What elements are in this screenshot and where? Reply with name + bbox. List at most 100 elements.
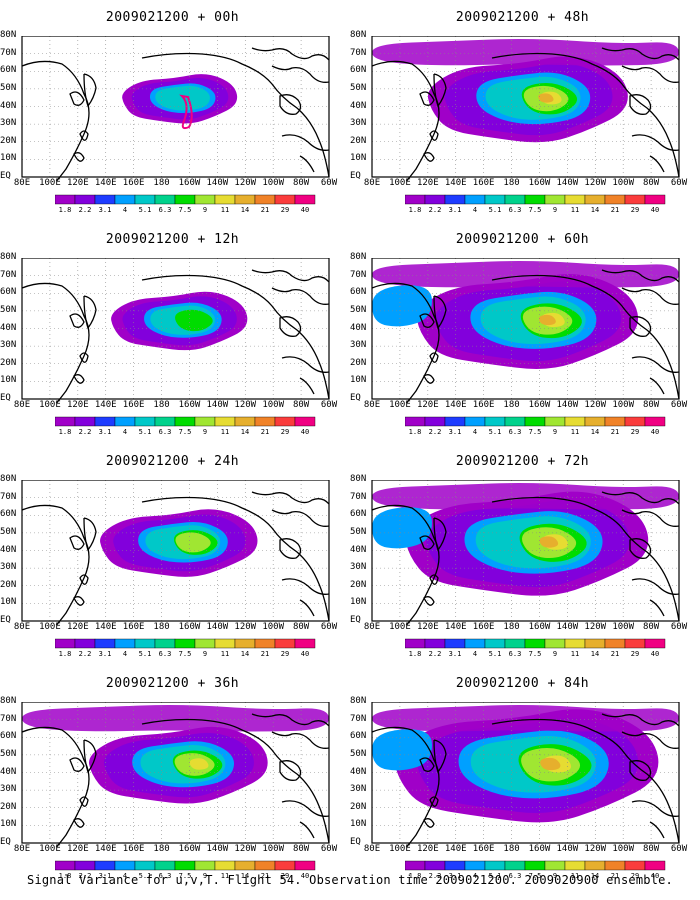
coastline (631, 578, 680, 595)
colorbar-label: 2.2 (428, 206, 442, 214)
colorbar-swatch (584, 638, 606, 649)
coastline (21, 282, 90, 403)
latitude-label: 80N (0, 252, 17, 262)
longitude-label: 120W (584, 400, 607, 410)
longitude-label: 180 (503, 400, 520, 410)
colorbar-label: 4 (122, 428, 128, 436)
coastline (419, 313, 435, 328)
colorbar-swatch (624, 194, 646, 205)
colorbar-label: 9 (202, 650, 208, 658)
colorbar-label: 7.5 (178, 872, 192, 880)
longitude-label: 140E (94, 844, 117, 854)
colorbar-label: 1.8 (408, 872, 422, 880)
longitude-label: 120E (66, 844, 89, 854)
coastline (621, 509, 680, 527)
colorbar-label: 4 (472, 872, 478, 880)
longitude-label: 140E (94, 622, 117, 632)
colorbar-swatch (624, 860, 646, 871)
longitude-label: 120W (234, 400, 257, 410)
longitude-label: 100W (612, 178, 635, 188)
map-frame (371, 480, 680, 622)
longitude-label: 120W (234, 178, 257, 188)
longitude-label: 100W (612, 622, 635, 632)
latitude-label: 60N (350, 65, 367, 76)
colorbar-swatch (294, 416, 316, 427)
latitude-label: 70N (350, 491, 367, 502)
longitude-label: 60W (320, 844, 338, 854)
longitude-label: 180 (503, 622, 520, 632)
colorbar-label: 40 (650, 872, 660, 880)
longitude-label: 160W (528, 178, 551, 188)
coastline (299, 821, 315, 839)
map-frame (21, 480, 330, 622)
longitude-label: 140E (444, 844, 467, 854)
latitude-label: 10N (350, 375, 367, 386)
colorbar-label: 9 (202, 428, 208, 436)
colorbar-label: 21 (260, 428, 270, 436)
colorbar-swatch (424, 860, 446, 871)
colorbar-label: 40 (650, 206, 660, 214)
panel-title: 2009021200 + 12h (105, 232, 240, 247)
variance-contour (189, 758, 209, 770)
forecast-panel: 2009021200 + 24h 80N 70N 60N 50N 40N 30N 20N 10N… (0, 450, 340, 660)
colorbar-swatch (134, 194, 156, 205)
panel-title: 2009021200 + 72h (455, 454, 590, 469)
coastline (601, 491, 680, 505)
colorbar-label: 6.3 (508, 206, 522, 214)
latitude-label: 10N (0, 819, 17, 830)
colorbar-swatch (214, 860, 236, 871)
colorbar-label: 6.3 (158, 872, 172, 880)
figure-caption: Signal Variance for u,v,T. Flight 54. Ob… (27, 873, 673, 887)
coastline (631, 800, 680, 817)
coastline (251, 491, 330, 505)
latitude-label: 60N (0, 731, 17, 742)
colorbar-label: 7.5 (528, 650, 542, 658)
longitude-label: 140E (444, 178, 467, 188)
latitude-label: 20N (0, 357, 17, 368)
variance-contour (372, 507, 432, 549)
colorbar-label: 6.3 (158, 206, 172, 214)
latitude-label: 70N (0, 47, 17, 58)
colorbar-label: 5.1 (138, 872, 152, 880)
colorbar-swatch (55, 194, 76, 205)
latitude-label: 40N (350, 322, 367, 333)
variance-contour (372, 39, 679, 66)
colorbar-swatch (234, 194, 256, 205)
colorbar-swatch (134, 416, 156, 427)
colorbar-label: 3.1 (448, 206, 462, 214)
longitude-label: 120E (66, 622, 89, 632)
latitude-label: 30N (0, 784, 17, 795)
latitude-label: EQ (350, 393, 361, 403)
colorbar-label: 21 (610, 206, 620, 214)
coastline (429, 796, 439, 807)
colorbar-swatch (214, 638, 236, 649)
latitude-label: 30N (0, 340, 17, 351)
colorbar-label: 1.8 (408, 428, 422, 436)
latitude-label: 70N (0, 269, 17, 280)
coastline (371, 504, 440, 625)
colorbar-swatch (504, 416, 526, 427)
colorbar-label: 9 (552, 206, 558, 214)
colorbar-label: 5.1 (138, 650, 152, 658)
coastline (423, 818, 435, 828)
colorbar-swatch (584, 416, 606, 427)
variance-contour (372, 261, 679, 288)
longitude-label: 140E (444, 400, 467, 410)
longitude-label: 180 (503, 178, 520, 188)
longitude-label: 80E (13, 178, 31, 188)
colorbar-label: 3.1 (98, 872, 112, 880)
longitude-label: 140W (556, 178, 579, 188)
colorbar-swatch (94, 194, 116, 205)
colorbar-label: 2.2 (428, 650, 442, 658)
latitude-label: 80N (350, 474, 367, 484)
coastline (649, 821, 665, 839)
longitude-label: 100E (389, 844, 411, 854)
latitude-label: EQ (0, 837, 11, 847)
coastline (629, 538, 652, 559)
colorbar-label: 4 (472, 206, 478, 214)
colorbar-label: 14 (590, 650, 600, 658)
colorbar-label: 5.1 (138, 428, 152, 436)
latitude-label: 60N (0, 65, 17, 76)
colorbar-label: 3.1 (448, 428, 462, 436)
colorbar-swatch (604, 860, 626, 871)
